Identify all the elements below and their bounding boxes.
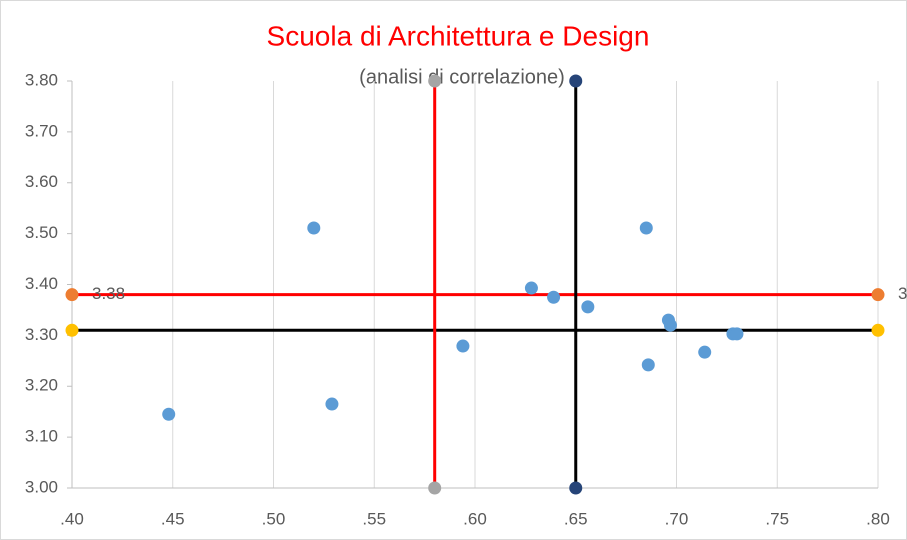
- x-tick-label: .80: [866, 509, 890, 528]
- point: [641, 358, 655, 372]
- data-label: 3.38: [898, 284, 907, 303]
- x-tick-label: .65: [564, 509, 588, 528]
- point: [456, 339, 470, 353]
- x-tick-label: .50: [262, 509, 286, 528]
- point: [524, 281, 538, 295]
- y-tick-label: 3.40: [25, 274, 58, 293]
- x-tick-label: .60: [463, 509, 487, 528]
- x-tick-label: .55: [362, 509, 386, 528]
- x-tick-label: .40: [60, 509, 84, 528]
- point: [871, 323, 885, 337]
- chart-subtitle: (analisi di correlazione): [359, 66, 565, 88]
- point: [639, 221, 653, 235]
- point: [581, 300, 595, 314]
- point: [428, 74, 442, 88]
- point: [65, 288, 79, 302]
- y-tick-label: 3.30: [25, 325, 58, 344]
- x-tick-label: .75: [765, 509, 789, 528]
- point: [569, 481, 583, 495]
- point: [428, 481, 442, 495]
- y-tick-label: 3.00: [25, 477, 58, 496]
- point: [569, 74, 583, 88]
- y-tick-label: 3.70: [25, 121, 58, 140]
- x-tick-label: .45: [161, 509, 185, 528]
- point: [162, 407, 176, 421]
- point: [547, 290, 561, 304]
- y-tick-label: 3.10: [25, 427, 58, 446]
- y-tick-label: 3.20: [25, 376, 58, 395]
- y-tick-label: 3.50: [25, 223, 58, 242]
- data-label: 3.38: [92, 284, 125, 303]
- chart-title: Scuola di Architettura e Design: [267, 20, 650, 51]
- point: [871, 288, 885, 302]
- x-tick-label: .70: [665, 509, 689, 528]
- y-tick-label: 3.60: [25, 172, 58, 191]
- point: [698, 345, 712, 359]
- point: [65, 323, 79, 337]
- point: [307, 221, 321, 235]
- point: [663, 318, 677, 332]
- y-tick-label: 3.80: [25, 70, 58, 89]
- point: [325, 397, 339, 411]
- point: [730, 327, 744, 341]
